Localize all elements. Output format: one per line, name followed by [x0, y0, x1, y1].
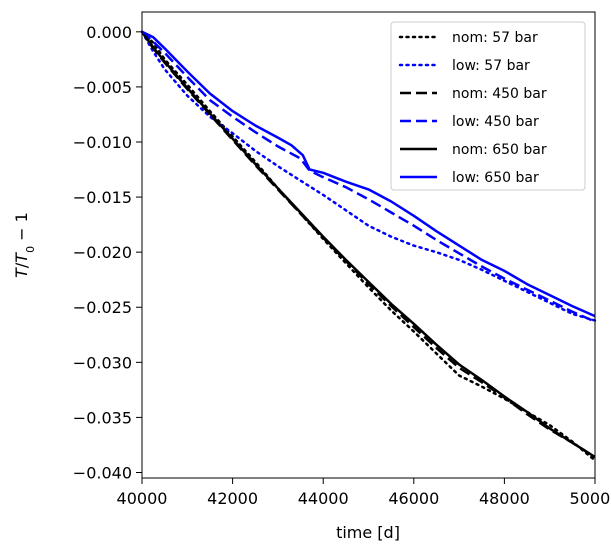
y-tick-label: 0.000	[86, 23, 132, 42]
legend-box	[390, 21, 586, 191]
x-tick-label: 48000	[479, 489, 530, 508]
y-tick-label: −0.025	[73, 298, 132, 317]
y-tick-label: −0.020	[73, 243, 132, 262]
y-tick-label: −0.040	[73, 463, 132, 482]
legend-label: nom: 57 bar	[452, 30, 538, 46]
series-layer	[140, 30, 597, 462]
x-tick-label: 46000	[388, 489, 439, 508]
y-axis-label: T/T0 − 1	[12, 212, 37, 278]
series-line-low-450-bar	[141, 30, 596, 323]
x-tick-label: 42000	[207, 489, 258, 508]
legend-label: low: 57 bar	[452, 58, 530, 74]
x-tick-label: 40000	[117, 489, 168, 508]
y-tick-label: −0.030	[73, 353, 132, 372]
legend: nom: 57 bar low: 57 bar nom: 450 bar low: 4…	[390, 21, 586, 191]
y-tick-label: −0.015	[73, 188, 132, 207]
legend-label: low: 650 bar	[452, 170, 539, 186]
x-tick-label: 44000	[298, 489, 349, 508]
legend-label: nom: 650 bar	[452, 142, 547, 158]
y-tick-label: −0.010	[73, 133, 132, 152]
legend-label: low: 450 bar	[452, 114, 539, 130]
series-line-low-650-bar	[141, 30, 596, 318]
x-axis-label: time [d]	[336, 523, 400, 542]
series-line-nom-650-bar	[140, 31, 596, 459]
legend-label: nom: 450 bar	[452, 86, 547, 102]
y-axis: 0.000 −0.005 −0.010 −0.015 −0.020 −0.025 −0.03…	[73, 23, 142, 482]
series-line-low-57-bar	[140, 30, 597, 322]
y-tick-label: −0.005	[73, 78, 132, 97]
plot-frame	[141, 11, 596, 479]
y-tick-label: −0.035	[73, 408, 132, 427]
